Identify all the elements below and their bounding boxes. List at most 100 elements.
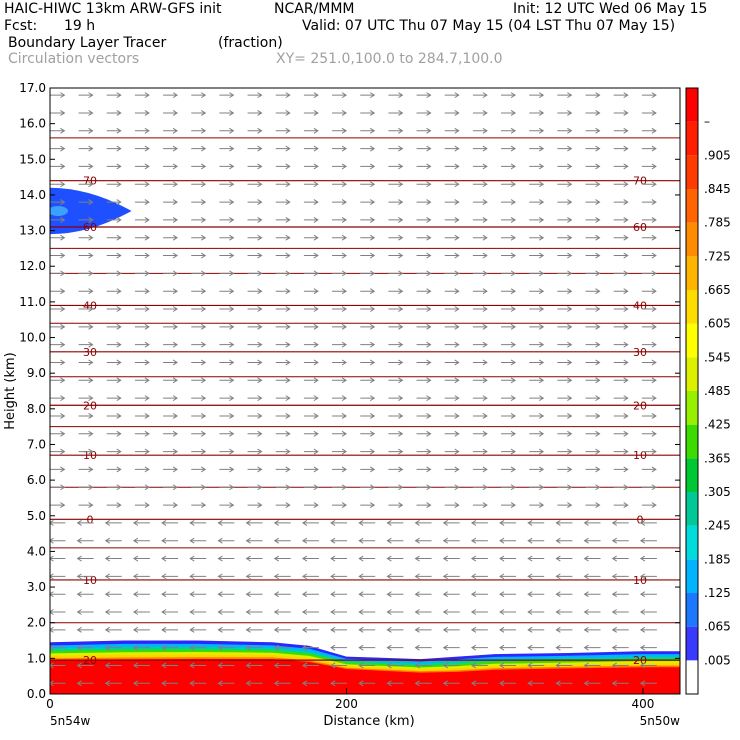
circulation-vector: [472, 502, 488, 508]
circulation-vector: [163, 502, 179, 508]
circulation-vector: [529, 448, 545, 455]
circulation-vector: [360, 92, 376, 99]
circulation-vector: [613, 430, 629, 437]
circulation-vector: [527, 626, 545, 633]
circulation-vector: [78, 163, 94, 170]
circulation-vector: [557, 484, 573, 491]
circulation-vector: [219, 359, 235, 366]
circulation-vector: [78, 216, 94, 223]
circulation-vector: [472, 430, 488, 437]
circulation-vector: [388, 395, 404, 402]
circulation-vector: [641, 234, 657, 241]
circulation-vector: [388, 502, 404, 508]
circulation-vector: [303, 181, 319, 188]
circulation-vector: [219, 502, 235, 508]
circulation-vector: [613, 306, 629, 312]
circulation-vector: [163, 199, 179, 205]
circulation-vector: [585, 270, 601, 277]
circulation-vector: [444, 377, 460, 384]
circulation-vector: [557, 306, 573, 312]
circulation-vector: [611, 662, 629, 669]
circulation-vector: [499, 680, 517, 687]
circulation-vector: [332, 163, 348, 170]
contour-label: 20: [83, 399, 97, 412]
circulation-vector: [388, 92, 404, 99]
circulation-vector: [360, 270, 376, 277]
circulation-vector: [585, 181, 601, 188]
circulation-vector: [189, 555, 207, 562]
circulation-vector: [275, 127, 291, 134]
circulation-vector: [613, 181, 629, 188]
circulation-vector: [50, 430, 66, 437]
circulation-vector: [104, 644, 122, 651]
circulation-vector: [163, 181, 179, 188]
circulation-vector: [416, 395, 432, 402]
circulation-vector: [106, 163, 122, 170]
circulation-vector: [613, 199, 629, 205]
colorbar-label: –: [704, 115, 710, 129]
circulation-vector: [472, 341, 488, 348]
circulation-vector: [50, 92, 66, 99]
circulation-vector: [414, 680, 432, 687]
circulation-vector: [472, 466, 488, 473]
circulation-vector: [585, 323, 601, 330]
circulation-vector: [527, 555, 545, 562]
circulation-vector: [219, 448, 235, 455]
circulation-vector: [585, 92, 601, 99]
circulation-vector: [613, 252, 629, 259]
circulation-vector: [585, 234, 601, 241]
circulation-vector: [104, 662, 122, 669]
circulation-vector: [303, 502, 319, 508]
circulation-vector: [78, 359, 94, 366]
circulation-vector: [501, 110, 516, 116]
circulation-vector: [470, 555, 488, 562]
colorbar-label: .305: [704, 485, 731, 499]
circulation-vector: [444, 395, 460, 402]
circulation-vector: [641, 181, 657, 188]
circulation-vector: [585, 413, 601, 419]
circulation-vector: [134, 252, 150, 259]
circulation-vector: [501, 92, 516, 99]
circulation-vector: [585, 377, 601, 384]
circulation-vector: [472, 448, 488, 455]
circulation-vector: [50, 448, 66, 455]
contour-label: 10: [633, 449, 647, 462]
circulation-vector: [585, 395, 601, 402]
circulation-vector: [388, 199, 404, 205]
circulation-vector: [191, 145, 207, 152]
circulation-vector: [191, 413, 207, 419]
circulation-vector: [163, 341, 179, 348]
circulation-vector: [303, 270, 319, 277]
circulation-vector: [50, 127, 66, 134]
circulation-vector: [499, 626, 517, 633]
circulation-vector: [360, 323, 376, 330]
circulation-vector: [529, 92, 545, 99]
circulation-vector: [472, 252, 488, 259]
circulation-vector: [191, 430, 207, 437]
circulation-vector: [219, 341, 235, 348]
circulation-vector: [189, 537, 207, 544]
circulation-vector: [189, 626, 207, 633]
contour-label: 60: [83, 221, 97, 234]
circulation-vector: [245, 591, 263, 598]
circulation-vector: [303, 288, 319, 295]
y-tick-label: 13.0: [19, 224, 46, 238]
circulation-vector: [641, 341, 657, 348]
circulation-vector: [388, 466, 404, 473]
circulation-vector: [332, 270, 348, 277]
circulation-vector: [78, 92, 94, 99]
circulation-vector: [388, 270, 404, 277]
circulation-vector: [641, 288, 657, 295]
circulation-vector: [557, 234, 573, 241]
circulation-vector: [527, 573, 545, 580]
circulation-vector: [358, 644, 376, 651]
circulation-vector: [501, 377, 516, 384]
circulation-vector: [416, 163, 432, 170]
circulation-vector: [585, 430, 601, 437]
circulation-vector: [583, 626, 601, 633]
circulation-vector: [106, 359, 122, 366]
circulation-vector: [50, 484, 66, 491]
circulation-vector: [472, 199, 488, 205]
circulation-vector: [303, 430, 319, 437]
circulation-vector: [78, 413, 94, 419]
